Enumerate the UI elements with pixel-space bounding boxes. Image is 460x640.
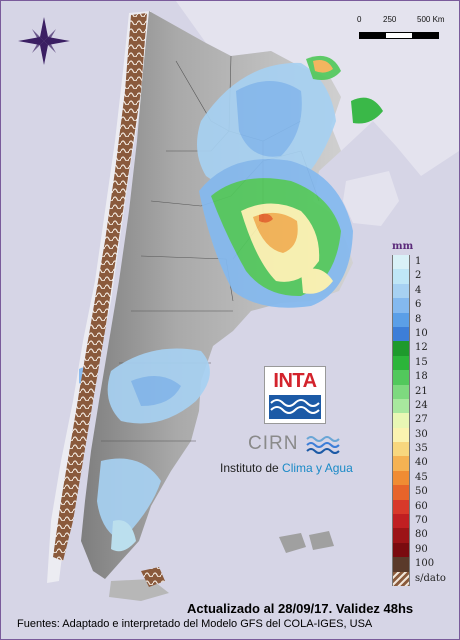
- inta-logo: INTA: [264, 366, 326, 424]
- cirn-logo: CIRN: [248, 433, 343, 459]
- legend-label: s/dato: [415, 572, 446, 584]
- legend-swatch: [392, 528, 410, 543]
- inta-wave-icon: [269, 395, 321, 419]
- scale-seg-3: [412, 33, 438, 38]
- legend-label: 80: [415, 529, 428, 541]
- compass-rose-icon: [18, 17, 70, 65]
- legend-label: 40: [415, 457, 428, 469]
- legend-label: 70: [415, 515, 428, 527]
- rain-central-orange: [253, 212, 298, 253]
- inta-logo-text: INTA: [273, 370, 317, 392]
- legend-swatch: [392, 298, 410, 313]
- legend-label: 10: [415, 327, 428, 339]
- institute-prefix: Instituto de: [220, 461, 283, 475]
- legend-label: 21: [415, 385, 428, 397]
- legend-label: 50: [415, 486, 428, 498]
- andes-no-data: [53, 13, 147, 561]
- legend-swatch: [392, 571, 410, 586]
- rain-patagonia-core: [131, 376, 181, 406]
- legend-swatch: [392, 499, 410, 515]
- legend-label: 24: [415, 399, 428, 411]
- rain-northeast-core: [313, 60, 333, 73]
- legend-unit: mm: [392, 241, 414, 252]
- scale-label-250: 250: [383, 15, 397, 24]
- legend-swatch: [392, 355, 410, 371]
- rain-southern-tip: [111, 520, 136, 552]
- legend-swatch: [392, 326, 410, 342]
- southern-no-data: [141, 567, 165, 587]
- scale-bar: 0 250 500 Km: [353, 15, 453, 41]
- malvinas-islands: [279, 531, 334, 553]
- legend-label: 35: [415, 443, 428, 455]
- legend-label: 27: [415, 414, 428, 426]
- sources-caption: Fuentes: Adaptado e interpretado del Mod…: [17, 618, 373, 630]
- legend-swatch: [392, 470, 410, 486]
- legend-label: 2: [415, 270, 422, 282]
- institute-highlight: Clima y Agua: [282, 461, 353, 475]
- cirn-logo-text: CIRN: [248, 433, 299, 454]
- legend-swatch: [392, 384, 410, 399]
- legend-label: 4: [415, 284, 422, 296]
- legend-label: 12: [415, 342, 428, 354]
- legend-swatch: [392, 485, 410, 500]
- legend-label: 90: [415, 543, 428, 555]
- legend-swatch: [392, 255, 410, 270]
- legend-label: 30: [415, 428, 428, 440]
- neighbour-land-north: [121, 1, 459, 176]
- legend-swatch: [392, 427, 410, 443]
- scale-seg-1: [360, 33, 386, 38]
- legend-label: 18: [415, 371, 428, 383]
- legend-swatch: [392, 442, 410, 457]
- legend-swatch: [392, 542, 410, 558]
- legend-swatch: [392, 557, 410, 572]
- legend-label: 6: [415, 299, 422, 311]
- precipitation-overlay: [79, 55, 383, 552]
- updated-caption: Actualizado al 28/09/17. Validez 48hs: [187, 601, 414, 616]
- legend-label: 60: [415, 500, 428, 512]
- institute-name: Instituto de Clima y Agua: [220, 461, 353, 475]
- neighbour-land-uruguay: [343, 171, 399, 226]
- legend-swatch: [392, 514, 410, 529]
- legend-label: 100: [415, 558, 435, 570]
- legend-label: 1: [415, 256, 422, 267]
- rain-mesopotamia: [351, 97, 383, 124]
- legend-swatch: [392, 341, 410, 356]
- scale-label-0: 0: [357, 15, 362, 24]
- legend-label: 8: [415, 313, 422, 325]
- legend-swatch: [392, 312, 410, 327]
- rain-central-red: [259, 213, 273, 223]
- scale-bar-graphic: [359, 32, 439, 39]
- legend-swatch: [392, 413, 410, 428]
- rain-north-core: [236, 81, 302, 157]
- legend-swatch: [392, 269, 410, 284]
- legend-swatch: [392, 398, 410, 414]
- rain-patagonia-south: [97, 458, 161, 541]
- scale-label-500: 500 Km: [417, 15, 445, 24]
- scale-seg-2: [386, 33, 412, 38]
- rain-central-south-yellow: [301, 268, 333, 294]
- legend-label: 15: [415, 356, 428, 368]
- legend-swatch: [392, 370, 410, 385]
- cirn-waves-icon: [306, 436, 340, 454]
- legend-label: 45: [415, 471, 428, 483]
- legend-swatch: [392, 283, 410, 299]
- legend-swatch: [392, 456, 410, 471]
